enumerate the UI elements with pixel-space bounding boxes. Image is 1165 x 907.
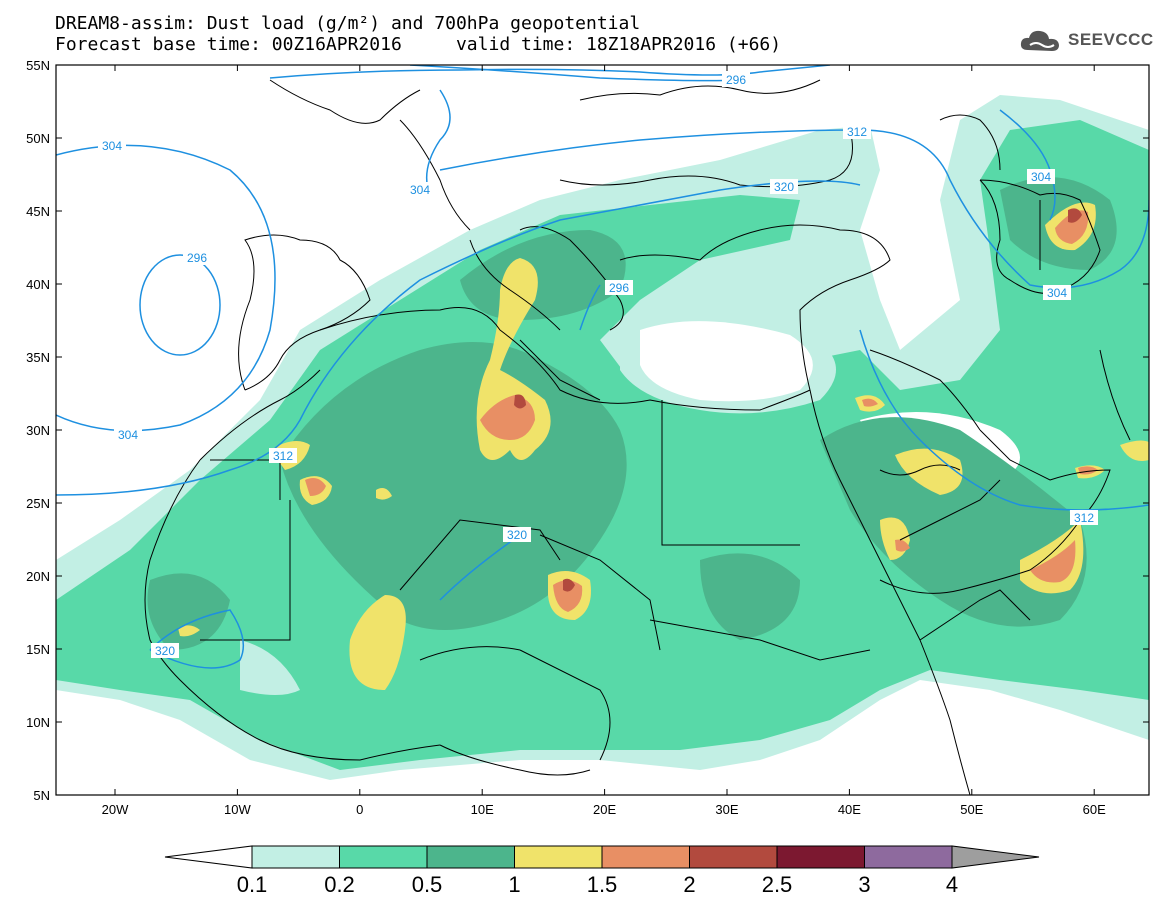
contour-label: 312 (847, 125, 867, 139)
colorbar-swatch (514, 845, 603, 869)
map-area (56, 65, 1149, 795)
lat-tick-label: 55N (26, 58, 50, 73)
colorbar-label: 1 (508, 872, 521, 897)
colorbar-min-arrow (164, 845, 253, 869)
lon-tick-label: 30E (715, 802, 738, 817)
lat-tick-label: 40N (26, 277, 50, 292)
contour-label: 296 (187, 251, 207, 265)
cloud-icon (1020, 30, 1059, 51)
lat-tick-label: 35N (26, 350, 50, 365)
logo-text: SEEVCCC (1068, 30, 1154, 49)
contour-label: 312 (1074, 511, 1094, 525)
contour-labels: 296 304 304 296 304 312 320 296 304 304 312 320 312 3… (98, 72, 1098, 658)
colorbar-label: 0.2 (324, 872, 355, 897)
lon-tick-label: 20W (102, 802, 129, 817)
lon-tick-label: 10W (224, 802, 251, 817)
contour-label: 304 (410, 183, 430, 197)
colorbar-swatch (601, 845, 690, 869)
seevccc-logo: SEEVCCC (1018, 24, 1158, 58)
contour-label: 304 (118, 428, 138, 442)
lat-tick-label: 25N (26, 496, 50, 511)
lon-tick-label: 10E (471, 802, 494, 817)
colorbar-swatch (251, 845, 340, 869)
colorbar (164, 845, 1040, 869)
contour-label: 312 (273, 449, 293, 463)
lon-tick-label: 60E (1083, 802, 1106, 817)
colorbar-swatch (339, 845, 428, 869)
lat-tick-label: 50N (26, 131, 50, 146)
lat-tick-label: 5N (33, 788, 50, 803)
contour-label: 304 (1047, 286, 1067, 300)
contour-label: 296 (726, 73, 746, 87)
contour-label: 320 (155, 644, 175, 658)
colorbar-label: 2 (683, 872, 696, 897)
colorbar-label: 0.1 (236, 872, 268, 897)
colorbar-swatch (776, 845, 865, 869)
contour-label: 320 (507, 528, 527, 542)
lon-tick-label: 50E (960, 802, 983, 817)
lat-tick-label: 45N (26, 204, 50, 219)
lat-axis: 55N 50N 45N 40N 35N 30N 25N 20N 15N 10N 5N (26, 58, 1149, 803)
colorbar-swatch (426, 845, 515, 869)
colorbar-label: 3 (858, 872, 871, 897)
colorbar-swatch (864, 845, 953, 869)
lon-tick-label: 20E (593, 802, 616, 817)
colorbar-label: 4 (945, 872, 959, 897)
lat-tick-label: 30N (26, 423, 50, 438)
contour-label: 296 (609, 281, 629, 295)
lat-tick-label: 10N (26, 715, 50, 730)
colorbar-label: 2.5 (761, 872, 793, 897)
coastlines (144, 79, 1131, 795)
contour-label: 304 (102, 139, 122, 153)
map-title-line2: Forecast base time: 00Z16APR2016 valid t… (55, 34, 782, 55)
colorbar-swatch (689, 845, 778, 869)
lon-tick-label: 0 (356, 802, 363, 817)
map-title-line1: DREAM8-assim: Dust load (g/m²) and 700hP… (55, 13, 641, 34)
lat-tick-label: 15N (26, 642, 50, 657)
contour-label: 320 (774, 180, 794, 194)
colorbar-label: 0.5 (411, 872, 443, 897)
lon-tick-label: 40E (838, 802, 861, 817)
lat-tick-label: 20N (26, 569, 50, 584)
lon-axis: 20W 10W 0 10E 20E 30E 40E 50E 60E (102, 65, 1106, 817)
colorbar-max-arrow (951, 845, 1040, 869)
contour-label: 304 (1031, 170, 1051, 184)
colorbar-label: 1.5 (586, 872, 618, 897)
